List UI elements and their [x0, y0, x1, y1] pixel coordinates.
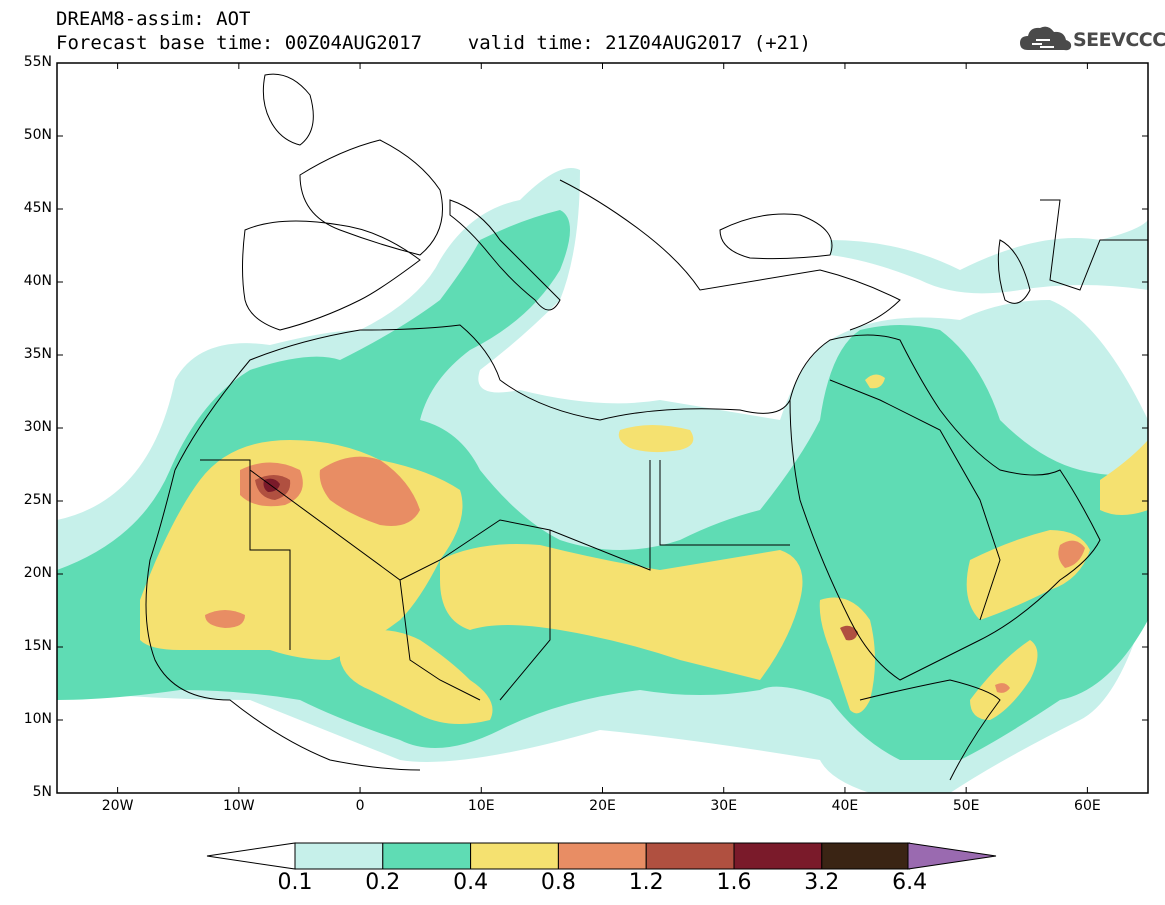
- colorbar-tick-label: 0.8: [540, 870, 576, 895]
- aot-0.4-oman: [1100, 440, 1148, 515]
- colorbar-tick-label: 3.2: [804, 870, 840, 895]
- colorbar-tick-label: 6.4: [892, 870, 928, 895]
- lat-label: 25N: [23, 492, 52, 508]
- coastlines: [145, 73, 1148, 781]
- lat-label: 30N: [23, 419, 52, 435]
- colorbar-tick-label: 0.4: [453, 870, 489, 895]
- lon-label: 0: [355, 798, 365, 814]
- colorbar-tick-label: 0.2: [365, 870, 401, 895]
- aot-1.2-eritrea: [840, 625, 858, 641]
- aot-0.8-algeria: [319, 456, 420, 526]
- colorbar-swatch: [382, 842, 472, 870]
- lon-label: 40E: [831, 798, 859, 814]
- lon-label: 20E: [589, 798, 616, 814]
- aot-0.4-redsea: [819, 597, 875, 714]
- colorbar-swatch: [821, 842, 911, 870]
- lon-label: 60E: [1074, 798, 1101, 814]
- colorbar-tick-label: 1.2: [628, 870, 664, 895]
- lon-label: 20W: [101, 798, 134, 814]
- lon-label: 10W: [222, 798, 255, 814]
- lat-label: 15N: [23, 638, 52, 654]
- lat-label: 55N: [23, 54, 52, 70]
- lat-label: 40N: [23, 273, 52, 289]
- logo-text: SEEVCCC: [1073, 29, 1165, 51]
- aot-0.8-yemen: [995, 683, 1010, 693]
- lon-label: 10E: [467, 798, 495, 814]
- lat-label: 45N: [23, 200, 52, 216]
- colorbar-tick-label: 0.1: [277, 870, 313, 895]
- seevccc-logo: SEEVCCC: [1018, 22, 1165, 56]
- lat-label: 20N: [23, 565, 52, 581]
- lat-label: 10N: [23, 711, 52, 727]
- aot-0.8-mali: [205, 610, 245, 628]
- colorbar: [206, 842, 997, 870]
- forecast-times: Forecast base time: 00Z04AUG2017 valid t…: [56, 32, 811, 54]
- aot-0.4-egypt: [618, 425, 694, 453]
- lat-label: 35N: [23, 346, 52, 362]
- aot-0.4-somalia: [970, 640, 1038, 720]
- colorbar-swatch: [733, 842, 823, 870]
- aot-0.4-sahel: [340, 630, 493, 724]
- colorbar-swatch: [470, 842, 559, 870]
- map-title: DREAM8-assim: AOT: [56, 8, 251, 30]
- colorbar-tick-label: 1.6: [716, 870, 752, 895]
- aot-field: [57, 63, 1148, 793]
- lon-label: 30E: [710, 798, 738, 814]
- axis-ticks: [57, 62, 1148, 794]
- aot-0.8-oman: [1058, 540, 1085, 568]
- colorbar-low-arrow: [206, 842, 296, 870]
- lat-label: 50N: [23, 127, 52, 143]
- cloud-icon: [1020, 26, 1072, 51]
- colorbar-swatch: [645, 842, 735, 870]
- colorbar-swatch: [557, 842, 647, 870]
- lat-label: 5N: [32, 784, 52, 800]
- aot-0.1-caspian: [830, 220, 1148, 294]
- aot-0.4-iraq: [865, 374, 885, 389]
- colorbar-swatch: [294, 842, 384, 870]
- lon-label: 50E: [952, 798, 980, 814]
- colorbar-high-arrow: [907, 842, 997, 870]
- aot-0.4-central: [440, 544, 803, 680]
